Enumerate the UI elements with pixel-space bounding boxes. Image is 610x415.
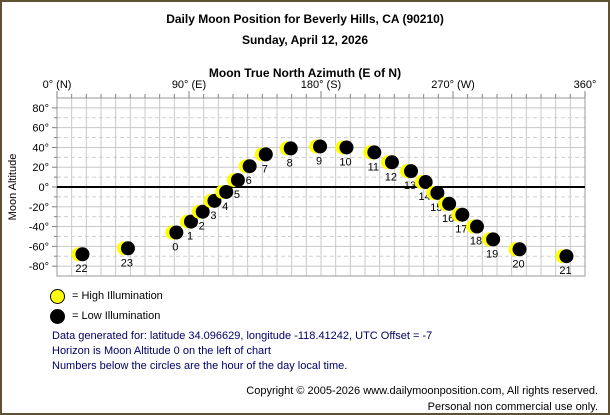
moon-point: 5 bbox=[226, 173, 245, 201]
moon-point: 6 bbox=[238, 159, 257, 187]
moon-dark-disc bbox=[404, 164, 418, 179]
moon-dark-disc bbox=[418, 175, 433, 190]
moon-dark-disc bbox=[313, 139, 328, 154]
moon-point: 20 bbox=[508, 242, 527, 270]
low-illumination-icon bbox=[50, 308, 65, 324]
moon-point: 7 bbox=[254, 147, 273, 175]
y-tick-label: -80° bbox=[29, 261, 49, 273]
hour-label: 6 bbox=[246, 175, 252, 187]
moon-point: 23 bbox=[116, 241, 135, 269]
legend-low-label: = Low Illumination bbox=[72, 310, 161, 322]
hour-label: 3 bbox=[210, 210, 216, 222]
moon-point: 17 bbox=[451, 207, 470, 236]
hour-label: 12 bbox=[385, 171, 397, 183]
y-tick-label: 20° bbox=[32, 162, 49, 174]
y-tick-label: -20° bbox=[29, 202, 49, 214]
y-tick-label: 40° bbox=[32, 142, 49, 154]
page-subtitle: Sunday, April 12, 2026 bbox=[241, 33, 369, 47]
x-tick-label: 360° bbox=[574, 79, 597, 91]
moon-point: 22 bbox=[71, 247, 90, 275]
moon-point: 11 bbox=[363, 145, 382, 173]
legend-high-label: = High Illumination bbox=[72, 290, 163, 302]
moon-point: 2 bbox=[191, 204, 210, 233]
hour-label: 4 bbox=[222, 201, 228, 213]
moon-dark-disc bbox=[219, 184, 234, 199]
y-axis-title: Moon Altitude bbox=[7, 154, 19, 221]
hour-label: 13 bbox=[404, 180, 416, 192]
moon-point: 1 bbox=[180, 214, 198, 243]
moon-dark-disc bbox=[470, 219, 484, 234]
usage-line: Personal non commercial use only. bbox=[427, 401, 598, 413]
page-title: Daily Moon Position for Beverly Hills, C… bbox=[166, 12, 444, 26]
moon-point: 0 bbox=[165, 225, 184, 253]
hour-label: 23 bbox=[121, 257, 133, 269]
y-tick-label: 0° bbox=[38, 182, 49, 194]
moon-dark-disc bbox=[120, 241, 135, 256]
moon-dark-disc bbox=[230, 173, 245, 188]
hour-label: 8 bbox=[287, 157, 293, 169]
moon-dark-disc bbox=[384, 155, 399, 170]
moon-dark-disc bbox=[242, 159, 257, 174]
high-illumination-icon bbox=[50, 288, 65, 304]
x-tick-label: 180° (S) bbox=[301, 79, 341, 91]
note-line-3: Numbers below the circles are the hour o… bbox=[52, 360, 348, 372]
hour-label: 19 bbox=[486, 248, 498, 260]
moon-dark-disc bbox=[184, 214, 198, 229]
hour-label: 10 bbox=[339, 156, 351, 168]
legend-low: = Low Illumination bbox=[50, 308, 160, 324]
moon-point: 9 bbox=[309, 139, 328, 167]
hour-label: 18 bbox=[470, 236, 482, 248]
moon-dark-disc bbox=[283, 141, 298, 156]
moon-dark-disc bbox=[195, 204, 210, 219]
y-tick-label: 60° bbox=[32, 123, 49, 135]
hour-label: 17 bbox=[455, 224, 467, 236]
moon-dark-disc bbox=[512, 242, 527, 257]
moon-dark-disc bbox=[367, 145, 382, 160]
hour-label: 5 bbox=[234, 189, 240, 201]
y-tick-label: -40° bbox=[29, 222, 49, 234]
y-tick-label: 80° bbox=[32, 103, 49, 115]
copyright-footer: Copyright © 2005-2026 www.dailymoonposit… bbox=[246, 383, 598, 413]
note-line-1: Data generated for: latitude 34.096629, … bbox=[52, 330, 433, 342]
hour-label: 2 bbox=[199, 221, 205, 233]
x-tick-label: 0° (N) bbox=[43, 79, 72, 91]
hour-label: 21 bbox=[559, 265, 571, 277]
moon-dark-disc bbox=[455, 207, 470, 222]
chart-notes: Data generated for: latitude 34.096629, … bbox=[52, 329, 432, 374]
moon-point: 10 bbox=[335, 140, 354, 168]
moon-point: 4 bbox=[215, 184, 234, 213]
moon-dark-disc bbox=[169, 225, 184, 240]
legend-high: = High Illumination bbox=[50, 288, 163, 304]
hour-label: 22 bbox=[75, 263, 87, 275]
note-line-2: Horizon is Moon Altitude 0 on the left o… bbox=[52, 345, 271, 357]
moon-dark-disc bbox=[430, 185, 445, 200]
moon-point: 16 bbox=[438, 196, 457, 225]
hour-label: 16 bbox=[442, 213, 454, 225]
moon-dark-disc bbox=[442, 196, 457, 211]
x-tick-label: 270° (W) bbox=[431, 79, 475, 91]
moon-point: 8 bbox=[279, 141, 298, 169]
moon-dark-disc bbox=[75, 247, 90, 262]
moon-point: 19 bbox=[482, 232, 501, 260]
hour-label: 1 bbox=[187, 231, 193, 243]
hour-label: 20 bbox=[512, 258, 524, 270]
hour-label: 7 bbox=[262, 163, 268, 175]
x-tick-label: 90° (E) bbox=[172, 79, 206, 91]
moon-point: 12 bbox=[380, 155, 399, 183]
moon-point: 21 bbox=[555, 249, 574, 277]
moon-dark-disc bbox=[486, 232, 501, 247]
copyright-line: Copyright © 2005-2026 www.dailymoonposit… bbox=[246, 385, 598, 397]
moon-point: 18 bbox=[466, 219, 484, 248]
moon-dark-disc bbox=[258, 147, 273, 162]
moon-dark-disc bbox=[559, 249, 574, 264]
x-axis-title: Moon True North Azimuth (E of N) bbox=[208, 66, 402, 80]
y-tick-label: -60° bbox=[29, 241, 49, 253]
hour-label: 9 bbox=[316, 155, 322, 167]
moon-dark-disc bbox=[339, 140, 354, 155]
hour-label: 0 bbox=[172, 241, 178, 253]
moon-point: 13 bbox=[400, 164, 418, 192]
hour-label: 11 bbox=[368, 161, 379, 173]
